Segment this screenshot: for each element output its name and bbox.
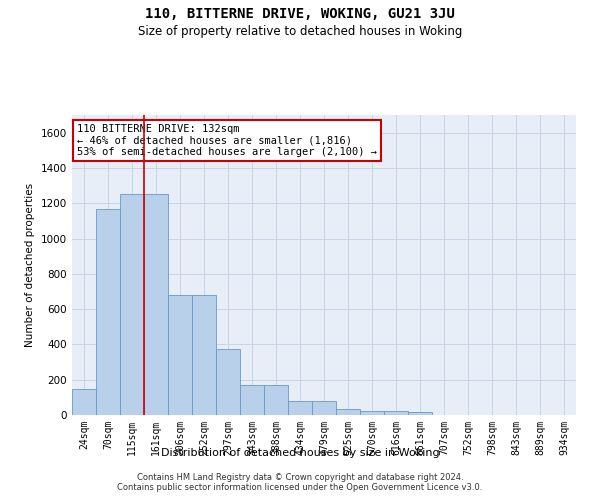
Bar xyxy=(288,401,312,415)
Bar xyxy=(336,409,360,415)
Bar xyxy=(192,295,216,415)
Bar xyxy=(216,349,240,415)
Text: 110, BITTERNE DRIVE, WOKING, GU21 3JU: 110, BITTERNE DRIVE, WOKING, GU21 3JU xyxy=(145,8,455,22)
Bar xyxy=(264,385,288,415)
Bar xyxy=(168,295,192,415)
Text: Size of property relative to detached houses in Woking: Size of property relative to detached ho… xyxy=(138,25,462,38)
Bar xyxy=(312,401,336,415)
Bar xyxy=(240,385,264,415)
Bar xyxy=(408,412,432,415)
Bar xyxy=(120,194,144,415)
Y-axis label: Number of detached properties: Number of detached properties xyxy=(25,183,35,347)
Text: Distribution of detached houses by size in Woking: Distribution of detached houses by size … xyxy=(161,448,439,458)
Text: 110 BITTERNE DRIVE: 132sqm
← 46% of detached houses are smaller (1,816)
53% of s: 110 BITTERNE DRIVE: 132sqm ← 46% of deta… xyxy=(77,124,377,157)
Bar xyxy=(96,208,120,415)
Bar xyxy=(144,194,168,415)
Bar xyxy=(384,412,408,415)
Bar xyxy=(72,390,96,415)
Bar xyxy=(360,412,384,415)
Text: Contains HM Land Registry data © Crown copyright and database right 2024.
Contai: Contains HM Land Registry data © Crown c… xyxy=(118,473,482,492)
